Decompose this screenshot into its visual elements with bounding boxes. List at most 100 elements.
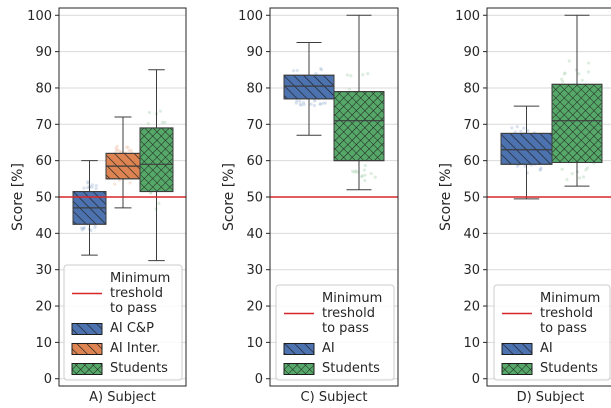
strip-point (127, 149, 131, 153)
legend-label: Minimum treshold to pass (322, 291, 382, 336)
strip-point (301, 100, 306, 105)
y-tick-label: 0 (44, 372, 52, 387)
strip-point (538, 168, 542, 172)
strip-point (585, 166, 589, 170)
strip-point (86, 181, 90, 185)
strip-point (586, 70, 591, 74)
strip-point (562, 72, 567, 76)
x-axis-label: A) Subject (89, 390, 156, 405)
strip-point (80, 228, 84, 232)
strip-point (539, 166, 543, 170)
strip-point (363, 178, 367, 183)
y-tick-label: 70 (35, 118, 52, 133)
y-tick-label: 0 (472, 372, 480, 387)
strip-point (360, 175, 364, 179)
strip-point (85, 185, 90, 190)
strip-point (115, 144, 119, 148)
strip-point (515, 164, 519, 168)
y-tick-label: 100 (455, 9, 480, 24)
axes-frame (269, 7, 399, 387)
strip-point (294, 101, 298, 105)
strip-point (349, 74, 353, 78)
y-tick-label: 60 (246, 154, 263, 169)
legend-swatch-hatch (501, 343, 533, 355)
strip-point (319, 68, 324, 72)
strip-point (298, 99, 302, 103)
strip-point (584, 168, 588, 172)
y-tick-label: 50 (35, 191, 52, 206)
strip-point (570, 172, 574, 176)
strip-point (360, 174, 364, 178)
y-tick-label: 80 (463, 81, 480, 96)
legend-label: Students (540, 361, 598, 376)
box-hatch (333, 91, 385, 162)
strip-point (299, 103, 303, 107)
y-tick-label: 90 (35, 45, 52, 60)
legend-label: Students (110, 361, 168, 376)
strip-point (125, 145, 129, 149)
strip-point (86, 180, 90, 184)
y-tick-label: 40 (35, 227, 52, 242)
strip-point (523, 164, 527, 168)
y-tick-label: 10 (35, 336, 52, 351)
strip-point (82, 226, 86, 230)
strip-point (369, 171, 373, 176)
strip-point (581, 175, 586, 179)
strip-point (93, 225, 97, 230)
strip-point (363, 173, 367, 177)
y-tick-label: 100 (27, 9, 52, 24)
strip-point (519, 129, 523, 133)
y-tick-label: 30 (246, 263, 263, 278)
strip-point (560, 167, 564, 171)
strip-point (298, 102, 302, 107)
strip-point (160, 120, 165, 125)
box-hatch (551, 83, 603, 163)
strip-point (309, 102, 313, 106)
y-tick-label: 20 (35, 300, 52, 315)
y-axis-label: Score [%] (438, 163, 454, 231)
y-tick-label: 10 (246, 336, 263, 351)
legend-swatch-hatch (71, 343, 103, 355)
y-tick-label: 50 (246, 191, 263, 206)
strip-point (79, 226, 84, 230)
legend-label: AI (322, 341, 335, 356)
strip-point (89, 228, 93, 233)
y-axis-label: Score [%] (10, 163, 26, 231)
chart-panel-1: 0 10 20 30 40 50 60 70 80 90 100 A) Subject Score [%… (10, 7, 187, 405)
strip-point (313, 99, 317, 103)
strip-point (291, 69, 296, 73)
strip-point (345, 73, 350, 77)
strip-point (118, 149, 122, 153)
strip-point (147, 110, 151, 115)
strip-point (94, 186, 98, 191)
strip-point (351, 169, 355, 173)
legend-label: AI (540, 341, 553, 356)
legend-label: Students (322, 361, 380, 376)
strip-point (510, 126, 514, 130)
strip-point (363, 163, 367, 168)
strip-point (114, 146, 118, 150)
legend: Minimum treshold to pass AI Students (493, 284, 611, 381)
y-tick-label: 20 (463, 300, 480, 315)
strip-point (318, 102, 322, 106)
strip-point (81, 226, 85, 231)
x-axis-label: C) Subject (301, 390, 368, 405)
strip-point (157, 201, 161, 205)
y-axis-label: Score [%] (221, 163, 237, 231)
legend: Minimum treshold to pass AI C&P AI Inter. Stu… (63, 264, 183, 381)
y-tick-label: 10 (463, 336, 480, 351)
strip-point (90, 183, 94, 187)
box-hatch (283, 74, 335, 100)
y-tick-label: 90 (463, 45, 480, 60)
x-axis-label: D) Subject (517, 390, 585, 405)
strip-point (567, 59, 571, 63)
box-hatch (500, 132, 553, 165)
strip-point (515, 125, 519, 129)
y-tick-label: 30 (35, 263, 52, 278)
strip-point (302, 102, 306, 107)
legend-label: AI Inter. (110, 341, 160, 356)
strip-point (563, 71, 567, 75)
y-tick-label: 60 (35, 154, 52, 169)
strip-point (522, 126, 526, 130)
